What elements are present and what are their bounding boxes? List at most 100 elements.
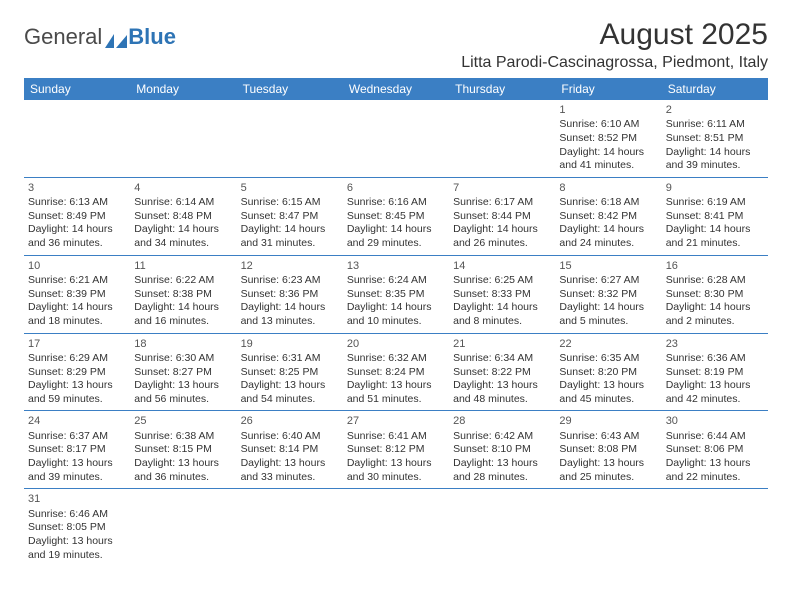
title-block: August 2025 Litta Parodi-Cascinagrossa, … — [461, 18, 768, 72]
calendar-week: 3Sunrise: 6:13 AMSunset: 8:49 PMDaylight… — [24, 177, 768, 255]
daylight-line: and 36 minutes. — [134, 471, 232, 485]
calendar-body: 1Sunrise: 6:10 AMSunset: 8:52 PMDaylight… — [24, 100, 768, 566]
sunrise-line: Sunrise: 6:27 AM — [559, 274, 657, 288]
sunset-line: Sunset: 8:25 PM — [241, 366, 339, 380]
logo: General Blue — [24, 24, 176, 50]
sunrise-line: Sunrise: 6:14 AM — [134, 196, 232, 210]
daylight-line: Daylight: 13 hours — [134, 457, 232, 471]
daylight-line: and 29 minutes. — [347, 237, 445, 251]
daylight-line: Daylight: 14 hours — [453, 301, 551, 315]
daylight-line: and 34 minutes. — [134, 237, 232, 251]
sunrise-line: Sunrise: 6:40 AM — [241, 430, 339, 444]
calendar-day: 10Sunrise: 6:21 AMSunset: 8:39 PMDayligh… — [24, 255, 130, 333]
daylight-line: and 48 minutes. — [453, 393, 551, 407]
day-number: 30 — [666, 414, 764, 428]
daylight-line: Daylight: 14 hours — [28, 301, 126, 315]
daylight-line: Daylight: 14 hours — [134, 223, 232, 237]
daylight-line: and 51 minutes. — [347, 393, 445, 407]
sunset-line: Sunset: 8:32 PM — [559, 288, 657, 302]
day-header: Thursday — [449, 78, 555, 100]
daylight-line: Daylight: 14 hours — [347, 301, 445, 315]
sunset-line: Sunset: 8:20 PM — [559, 366, 657, 380]
day-header: Sunday — [24, 78, 130, 100]
daylight-line: and 33 minutes. — [241, 471, 339, 485]
sunset-line: Sunset: 8:29 PM — [28, 366, 126, 380]
daylight-line: Daylight: 13 hours — [559, 457, 657, 471]
day-number: 9 — [666, 181, 764, 195]
day-number: 18 — [134, 337, 232, 351]
calendar-day: 2Sunrise: 6:11 AMSunset: 8:51 PMDaylight… — [662, 100, 768, 177]
calendar-day: 1Sunrise: 6:10 AMSunset: 8:52 PMDaylight… — [555, 100, 661, 177]
empty-day — [130, 489, 236, 566]
sunrise-line: Sunrise: 6:38 AM — [134, 430, 232, 444]
sunset-line: Sunset: 8:48 PM — [134, 210, 232, 224]
sunset-line: Sunset: 8:49 PM — [28, 210, 126, 224]
calendar-day: 31Sunrise: 6:46 AMSunset: 8:05 PMDayligh… — [24, 489, 130, 566]
calendar-week: 10Sunrise: 6:21 AMSunset: 8:39 PMDayligh… — [24, 255, 768, 333]
logo-text-blue: Blue — [128, 24, 176, 50]
sunset-line: Sunset: 8:35 PM — [347, 288, 445, 302]
sunset-line: Sunset: 8:44 PM — [453, 210, 551, 224]
daylight-line: Daylight: 14 hours — [134, 301, 232, 315]
empty-day — [343, 489, 449, 566]
daylight-line: and 2 minutes. — [666, 315, 764, 329]
daylight-line: and 10 minutes. — [347, 315, 445, 329]
day-number: 16 — [666, 259, 764, 273]
empty-day — [343, 100, 449, 177]
daylight-line: Daylight: 14 hours — [666, 301, 764, 315]
sunset-line: Sunset: 8:17 PM — [28, 443, 126, 457]
sunrise-line: Sunrise: 6:21 AM — [28, 274, 126, 288]
daylight-line: and 25 minutes. — [559, 471, 657, 485]
day-number: 22 — [559, 337, 657, 351]
sunset-line: Sunset: 8:24 PM — [347, 366, 445, 380]
daylight-line: and 22 minutes. — [666, 471, 764, 485]
sunrise-line: Sunrise: 6:22 AM — [134, 274, 232, 288]
day-number: 29 — [559, 414, 657, 428]
day-number: 31 — [28, 492, 126, 506]
empty-day — [449, 489, 555, 566]
header: General Blue August 2025 Litta Parodi-Ca… — [24, 18, 768, 72]
daylight-line: and 45 minutes. — [559, 393, 657, 407]
day-number: 21 — [453, 337, 551, 351]
daylight-line: Daylight: 13 hours — [347, 457, 445, 471]
sunrise-line: Sunrise: 6:10 AM — [559, 118, 657, 132]
daylight-line: Daylight: 13 hours — [28, 379, 126, 393]
daylight-line: Daylight: 14 hours — [559, 301, 657, 315]
daylight-line: Daylight: 14 hours — [666, 223, 764, 237]
sunrise-line: Sunrise: 6:28 AM — [666, 274, 764, 288]
calendar-day: 27Sunrise: 6:41 AMSunset: 8:12 PMDayligh… — [343, 411, 449, 489]
daylight-line: Daylight: 14 hours — [241, 301, 339, 315]
calendar-day: 19Sunrise: 6:31 AMSunset: 8:25 PMDayligh… — [237, 333, 343, 411]
day-number: 11 — [134, 259, 232, 273]
empty-day — [555, 489, 661, 566]
sunset-line: Sunset: 8:52 PM — [559, 132, 657, 146]
sunset-line: Sunset: 8:47 PM — [241, 210, 339, 224]
sunset-line: Sunset: 8:08 PM — [559, 443, 657, 457]
daylight-line: Daylight: 13 hours — [347, 379, 445, 393]
day-header: Monday — [130, 78, 236, 100]
calendar-table: SundayMondayTuesdayWednesdayThursdayFrid… — [24, 78, 768, 566]
day-number: 17 — [28, 337, 126, 351]
sunrise-line: Sunrise: 6:18 AM — [559, 196, 657, 210]
day-number: 5 — [241, 181, 339, 195]
daylight-line: and 8 minutes. — [453, 315, 551, 329]
sunset-line: Sunset: 8:05 PM — [28, 521, 126, 535]
daylight-line: and 59 minutes. — [28, 393, 126, 407]
sunrise-line: Sunrise: 6:35 AM — [559, 352, 657, 366]
sunrise-line: Sunrise: 6:23 AM — [241, 274, 339, 288]
empty-day — [449, 100, 555, 177]
daylight-line: and 54 minutes. — [241, 393, 339, 407]
sunrise-line: Sunrise: 6:31 AM — [241, 352, 339, 366]
daylight-line: and 39 minutes. — [28, 471, 126, 485]
daylight-line: and 30 minutes. — [347, 471, 445, 485]
calendar-day: 7Sunrise: 6:17 AMSunset: 8:44 PMDaylight… — [449, 177, 555, 255]
empty-day — [662, 489, 768, 566]
day-number: 4 — [134, 181, 232, 195]
sunrise-line: Sunrise: 6:43 AM — [559, 430, 657, 444]
day-number: 13 — [347, 259, 445, 273]
daylight-line: and 36 minutes. — [28, 237, 126, 251]
calendar-day: 21Sunrise: 6:34 AMSunset: 8:22 PMDayligh… — [449, 333, 555, 411]
day-header: Tuesday — [237, 78, 343, 100]
sunrise-line: Sunrise: 6:15 AM — [241, 196, 339, 210]
calendar-day: 15Sunrise: 6:27 AMSunset: 8:32 PMDayligh… — [555, 255, 661, 333]
